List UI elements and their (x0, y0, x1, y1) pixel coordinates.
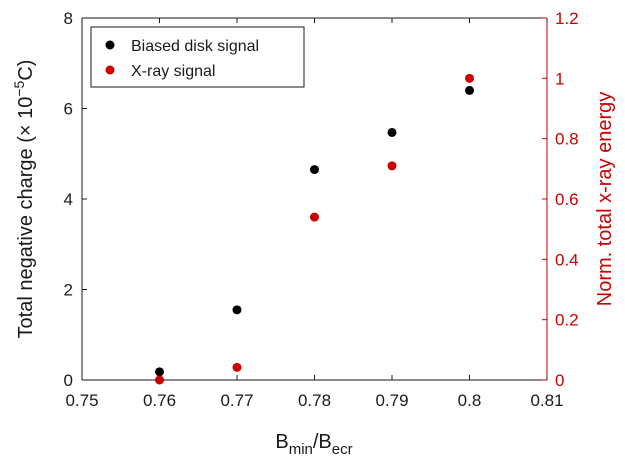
x-label-main: B (275, 431, 288, 453)
legend-marker-x-ray (105, 65, 115, 75)
right-y-tick-label: 0.4 (555, 250, 579, 269)
y-label-exp: −5 (11, 80, 27, 96)
legend-box (90, 26, 305, 88)
x-tick-label: 0.81 (530, 391, 563, 410)
x-label-sep: /B (313, 431, 332, 453)
biased-disk-point (232, 305, 242, 315)
x-axis-label: Bmin/Becr (275, 431, 352, 458)
biased-disk-point (155, 367, 164, 377)
right-y-tick-label: 0.6 (555, 190, 579, 209)
biased-disk-point (387, 127, 397, 137)
x-ray-point (155, 375, 164, 385)
y-tick-label: 4 (64, 190, 73, 209)
legend-label-x-ray: X-ray signal (131, 63, 215, 80)
right-y-tick-label: 1 (555, 69, 564, 88)
x-tick-label: 0.8 (458, 391, 482, 410)
y-tick-label: 0 (64, 371, 73, 390)
y-axis-ticks: 0 2 4 6 8 (64, 9, 87, 390)
y-tick-label: 2 (64, 281, 73, 300)
x-ray-point (310, 212, 319, 222)
right-y-axis-ticks: 0 0.2 0.4 0.6 0.8 1 1.2 (542, 9, 579, 390)
x-label-sub2: ecr (332, 441, 353, 458)
x-ray-point (465, 73, 474, 83)
x-axis-ticks: 0.75 0.76 0.77 0.78 0.79 0.8 0.81 (65, 18, 564, 410)
biased-disk-point (310, 165, 319, 175)
x-tick-label: 0.76 (143, 391, 176, 410)
x-tick-label: 0.79 (375, 391, 408, 410)
y-label-ten: 10 (15, 97, 37, 125)
y-label-post: C) (15, 60, 37, 81)
right-y-axis-label: Norm. total x-ray energy (594, 92, 616, 307)
y-tick-label: 6 (64, 100, 73, 119)
biased-disk-point (465, 85, 474, 95)
x-ray-point (232, 362, 242, 372)
right-y-tick-label: 1.2 (555, 9, 579, 28)
data-points (155, 73, 474, 385)
legend: Biased disk signal X-ray signal (90, 26, 305, 88)
y-axis-label: Total negative charge (× 10−5C) (11, 60, 37, 339)
right-y-tick-label: 0.8 (555, 130, 579, 149)
legend-label-biased-disk: Biased disk signal (131, 38, 259, 55)
legend-marker-biased-disk (105, 40, 115, 50)
x-tick-label: 0.75 (65, 391, 98, 410)
y-label-times: × (15, 124, 37, 136)
right-y-tick-label: 0.2 (555, 311, 579, 330)
y-label-pre: Total negative charge ( (15, 136, 37, 339)
x-tick-label: 0.77 (220, 391, 253, 410)
x-tick-label: 0.78 (298, 391, 331, 410)
x-label-sub1: min (289, 441, 313, 458)
y-tick-label: 8 (64, 9, 73, 28)
right-y-tick-label: 0 (555, 371, 564, 390)
x-ray-point (387, 161, 397, 171)
